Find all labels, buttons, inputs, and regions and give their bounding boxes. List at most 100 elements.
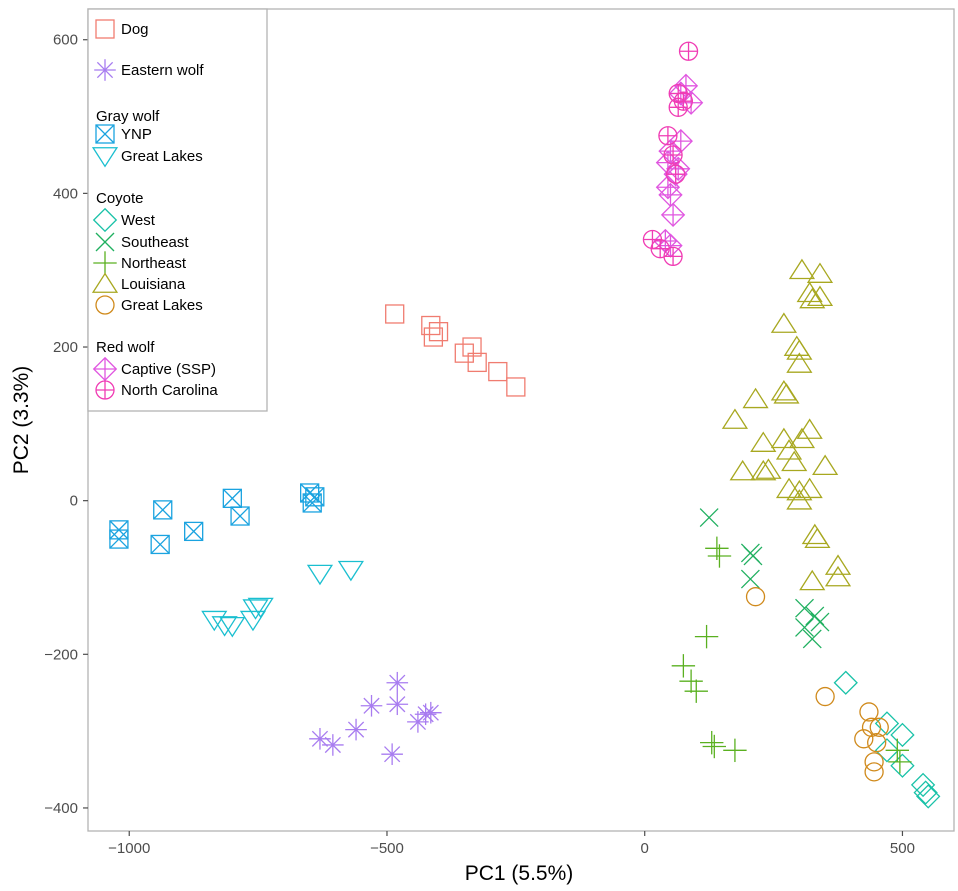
legend-label: Northeast	[121, 255, 187, 272]
point-coy_la-4	[806, 285, 834, 307]
point-eastern_wolf-4	[386, 671, 409, 694]
point-rw_nc-4	[658, 126, 678, 146]
point-dog-8	[506, 377, 526, 397]
point-coy_west-6	[913, 780, 938, 805]
point-coy_la-7	[786, 339, 813, 360]
series-gw_gl	[201, 560, 364, 638]
legend-key-coy_gl	[95, 295, 115, 315]
point-coy_ne-2	[694, 624, 719, 649]
point-coy_se-2	[743, 546, 763, 566]
y-tick-label: 600	[53, 32, 78, 49]
x-axis-title: PC1 (5.5%)	[465, 862, 574, 885]
point-gw_gl-1	[211, 616, 238, 637]
point-gw_gl-3	[239, 610, 267, 632]
point-coy_west-3	[874, 738, 900, 763]
legend-label: Great Lakes	[121, 297, 203, 314]
y-tick-label: −400	[44, 800, 78, 817]
point-coy_se-8	[802, 629, 822, 649]
legend-box	[87, 8, 268, 412]
legend-label: North Carolina	[121, 382, 218, 399]
point-coy_la-31	[799, 569, 826, 591]
point-rw_nc-3	[673, 91, 694, 111]
legend-item-coy_gl: Great Lakes	[95, 295, 203, 315]
point-rw_ssp-9	[660, 202, 686, 228]
legend-label: West	[121, 212, 156, 229]
series-dog	[385, 304, 526, 397]
point-gw_ynp-1	[109, 529, 129, 549]
legend-key-eastern_wolf	[94, 59, 116, 81]
legend-label: YNP	[121, 126, 152, 143]
legend-label: Eastern wolf	[121, 62, 204, 79]
point-coy_la-19	[755, 458, 782, 479]
point-gw_ynp-6	[230, 506, 250, 526]
point-eastern_wolf-8	[419, 701, 442, 724]
point-coy_la-23	[786, 479, 813, 501]
legend-label: Southeast	[121, 234, 189, 251]
point-coy_la-13	[750, 431, 777, 452]
point-eastern_wolf-5	[386, 693, 409, 716]
point-coy_ne-8	[723, 738, 747, 763]
point-gw_ynp-4	[184, 521, 204, 542]
legend-key-gw_ynp	[95, 124, 115, 144]
point-coy_gl-3	[861, 717, 882, 737]
point-gw_gl-5	[247, 597, 274, 619]
point-coy_la-12	[721, 408, 749, 429]
series-coy_west	[833, 670, 941, 809]
point-coy_la-3	[799, 287, 826, 309]
series-gw_ynp	[109, 483, 325, 555]
legend-header-text: Red wolf	[96, 339, 155, 356]
point-coy_la-5	[770, 312, 797, 333]
legend-label: Dog	[121, 21, 149, 38]
x-tick-label: 500	[890, 840, 915, 857]
point-dog-7	[488, 361, 508, 382]
point-gw_ynp-3	[150, 534, 170, 555]
point-coy_ne-9	[885, 738, 909, 763]
point-eastern_wolf-3	[360, 694, 383, 717]
x-tick-label: 0	[641, 840, 649, 857]
series-coy_la	[721, 258, 852, 591]
legend-group-header: Coyote	[96, 190, 144, 207]
point-coy_gl-0	[745, 587, 766, 607]
point-coy_west-5	[910, 772, 936, 798]
y-tick-label: 400	[53, 185, 78, 202]
legend-key-coy_ne	[93, 251, 117, 275]
point-coy_se-6	[795, 617, 814, 637]
point-coy_la-29	[824, 554, 852, 575]
legend-item-eastern_wolf: Eastern wolf	[94, 59, 204, 81]
point-dog-5	[462, 337, 482, 357]
point-eastern_wolf-9	[381, 743, 403, 765]
axis-ticks: −1000 −500 0 500 −400 −200 0 200 400 600	[44, 32, 915, 857]
point-coy_ne-7	[702, 734, 727, 759]
point-coy_la-25	[786, 489, 813, 510]
point-coy_la-27	[804, 527, 831, 549]
legend-key-coy_se	[95, 232, 115, 252]
point-dog-6	[467, 352, 487, 373]
point-coy_west-1	[874, 711, 900, 736]
point-coy_ne-10	[888, 750, 912, 774]
point-dog-0	[385, 304, 405, 324]
legend-item-coy_west: West	[92, 207, 156, 233]
legend-item-coy_la: Louisiana	[91, 272, 186, 293]
point-coy_west-2	[890, 722, 915, 748]
point-coy_la-0	[788, 258, 816, 280]
point-coy_la-20	[729, 459, 756, 481]
point-coy_se-4	[795, 598, 814, 618]
series-rw_nc	[642, 41, 699, 267]
point-gw_gl-2	[219, 616, 246, 638]
legend-key-rw_nc	[95, 380, 115, 400]
legend-label: Great Lakes	[121, 148, 203, 165]
legend-header-text: Gray wolf	[96, 108, 160, 125]
point-coy_ne-6	[700, 730, 724, 755]
x-tick-label: −500	[370, 840, 404, 857]
legend-item-dog: Dog	[95, 19, 149, 39]
point-coy_la-24	[796, 477, 823, 499]
legend-item-gw_ynp: YNP	[95, 124, 152, 144]
point-coy_se-0	[699, 508, 719, 528]
point-rw_ssp-6	[666, 156, 691, 181]
y-tick-label: 200	[53, 339, 78, 356]
point-rw_nc-8	[650, 239, 670, 259]
point-rw_nc-5	[663, 145, 683, 165]
legend-label: Louisiana	[121, 276, 186, 293]
x-tick-label: −1000	[108, 840, 150, 857]
